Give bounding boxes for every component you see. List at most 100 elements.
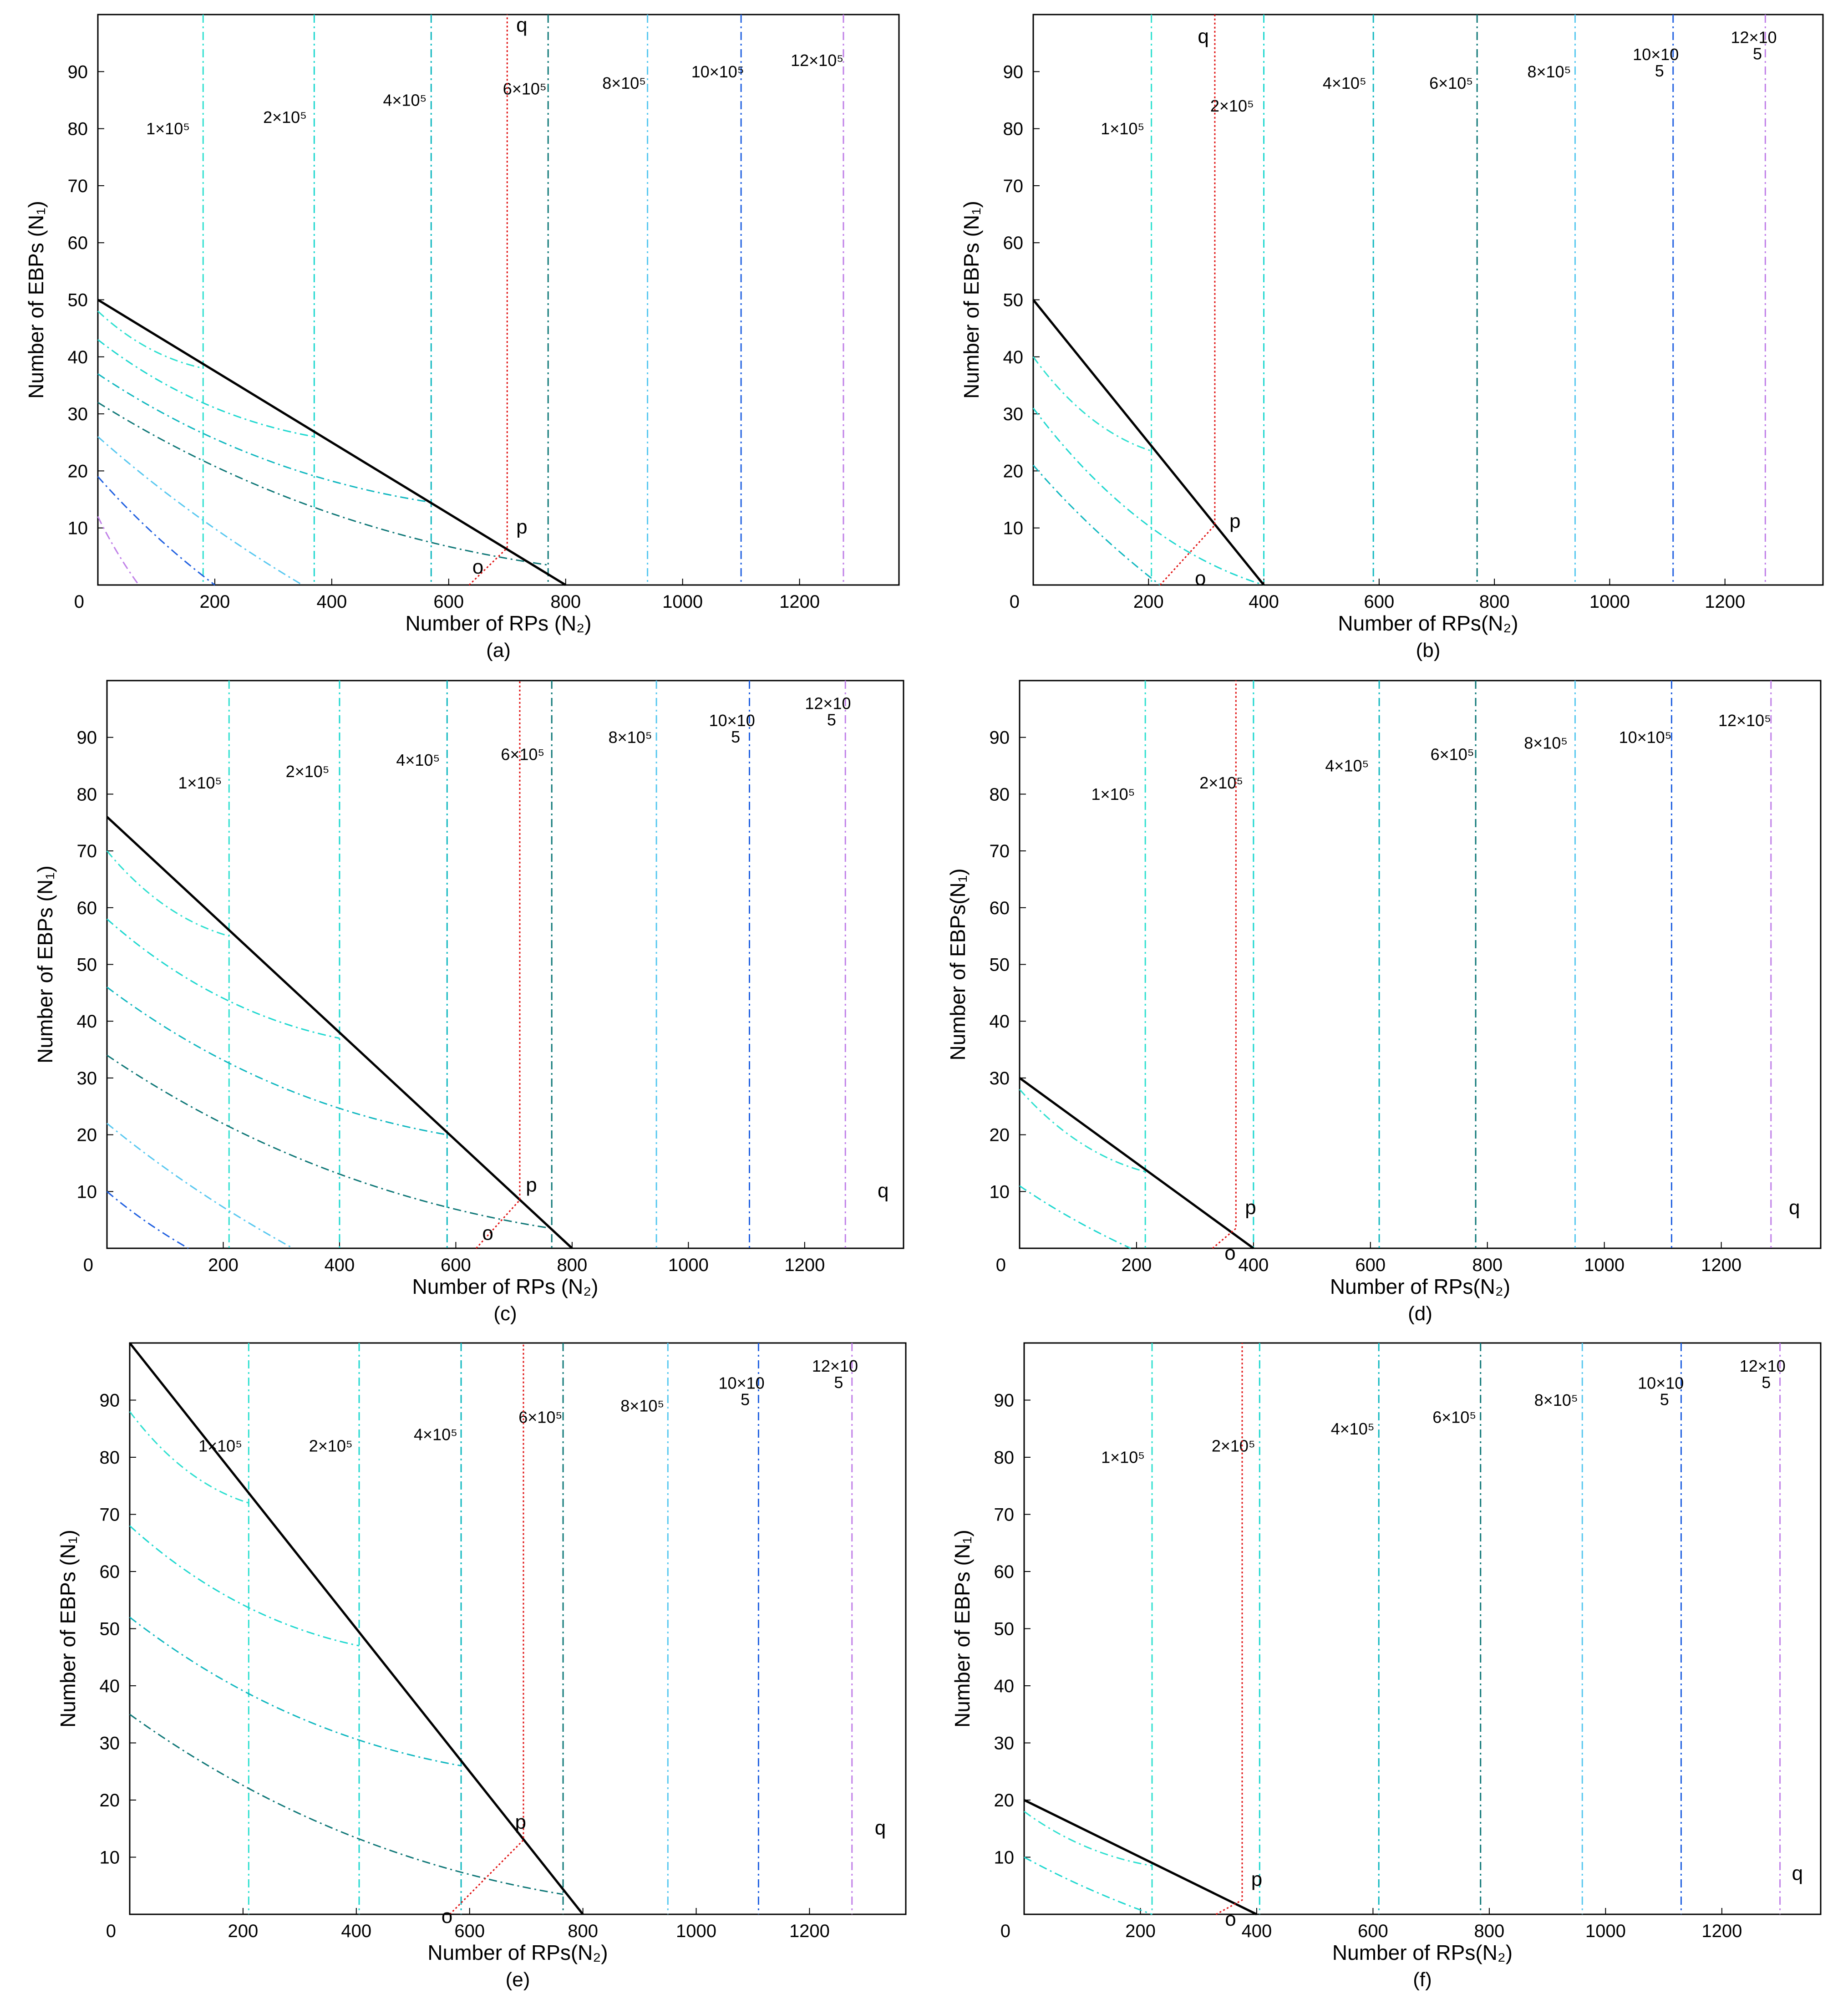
isoquant-curve xyxy=(129,1617,462,1767)
isoquant-curve xyxy=(129,1411,249,1504)
x-tick-label: 400 xyxy=(1238,1255,1269,1275)
isoquant-label: 10×10 xyxy=(1638,1373,1684,1392)
y-axis-title: Number of EBPs (N₁) xyxy=(33,865,57,1063)
x-tick-label: 1000 xyxy=(676,1921,716,1941)
isoquant-label: 4×10⁵ xyxy=(1331,1419,1375,1438)
y-tick-label: 10 xyxy=(1003,519,1024,539)
y-tick-label: 50 xyxy=(68,290,88,310)
isoquant-label: 10×10⁵ xyxy=(691,62,744,81)
x-tick-label: 800 xyxy=(568,1921,598,1941)
point-label-o: o xyxy=(1195,567,1206,590)
y-axis-title: Number of EBPs (N₁) xyxy=(24,201,48,399)
isoquant-label: 10×10 xyxy=(719,1373,765,1392)
point-label-p: p xyxy=(526,1174,537,1196)
optimal-path xyxy=(1159,15,1216,586)
x-axis-title: Number of RPs (N₂) xyxy=(412,1275,599,1298)
x-tick-label: 1000 xyxy=(1589,592,1630,612)
isoquant-curve xyxy=(1019,1088,1146,1173)
y-tick-label: 70 xyxy=(994,1505,1015,1525)
isoquant-label: 8×10⁵ xyxy=(602,74,646,92)
y-tick-label: 40 xyxy=(990,1012,1010,1032)
x-tick-label: 800 xyxy=(1472,1255,1503,1275)
point-label-o: o xyxy=(1224,1242,1235,1264)
panel-a: 200 400 600 800 1000 1200 10 20 30 40 50 60 70 80 90 0 N… xyxy=(24,14,900,661)
optimal-path xyxy=(476,681,521,1249)
isoquant-label: 10×10 xyxy=(709,711,755,730)
budget-line xyxy=(1023,1799,1258,1916)
isoquant-curve xyxy=(1019,1185,1131,1249)
y-axis-title: Number of EBPs (N₁) xyxy=(950,1530,974,1728)
isoquant-curve xyxy=(97,516,140,585)
isoquant-label: 12×10 xyxy=(812,1357,858,1375)
y-tick-label: 90 xyxy=(68,62,88,82)
y-tick-label: 30 xyxy=(77,1068,97,1088)
point-label-q: q xyxy=(875,1816,886,1839)
optimal-path xyxy=(449,1343,524,1915)
origin-label: 0 xyxy=(1010,592,1020,612)
isoquant-label-exponent: 5 xyxy=(1753,45,1762,63)
panel-caption: (f) xyxy=(1413,1968,1432,1991)
y-tick-label: 10 xyxy=(100,1848,120,1868)
isoquant-label: 6×10⁵ xyxy=(501,745,544,764)
panel-caption: (d) xyxy=(1408,1302,1432,1325)
y-tick-label: 70 xyxy=(990,841,1010,861)
x-tick-label: 200 xyxy=(200,592,230,612)
origin-label: 0 xyxy=(83,1255,93,1275)
point-label-o: o xyxy=(1225,1908,1236,1930)
x-tick-label: 200 xyxy=(228,1921,259,1941)
isoquant-curve xyxy=(107,1123,294,1249)
y-tick-label: 30 xyxy=(1003,404,1024,424)
y-tick-label: 40 xyxy=(994,1676,1015,1696)
y-tick-label: 60 xyxy=(1003,233,1024,253)
isoquant-curve xyxy=(97,310,203,369)
x-tick-label: 800 xyxy=(1479,592,1510,612)
y-tick-label: 80 xyxy=(100,1448,120,1468)
panel-caption: (b) xyxy=(1416,639,1441,661)
isoquant-label: 10×10⁵ xyxy=(1619,728,1672,747)
x-tick-label: 1000 xyxy=(1584,1255,1625,1275)
y-tick-label: 30 xyxy=(68,404,88,424)
y-tick-label: 50 xyxy=(994,1619,1015,1639)
isoquant-label-exponent: 5 xyxy=(1762,1373,1771,1392)
isoquant-curve xyxy=(107,987,447,1136)
y-tick-label: 40 xyxy=(68,347,88,367)
y-tick-label: 70 xyxy=(68,176,88,196)
point-label-p: p xyxy=(515,1811,526,1833)
isoquant-label: 1×10⁵ xyxy=(146,119,190,138)
y-tick-label: 30 xyxy=(100,1734,120,1754)
x-tick-label: 1000 xyxy=(662,592,703,612)
y-tick-label: 10 xyxy=(77,1182,97,1202)
x-tick-label: 200 xyxy=(1122,1255,1152,1275)
y-tick-label: 10 xyxy=(994,1848,1015,1868)
isoquant-curve xyxy=(1032,464,1161,586)
y-tick-label: 20 xyxy=(1003,461,1024,481)
isoquant-label: 2×10⁵ xyxy=(286,762,330,781)
panel-caption: (a) xyxy=(486,639,511,661)
isoquant-label: 8×10⁵ xyxy=(620,1397,664,1415)
y-tick-label: 60 xyxy=(990,898,1010,918)
y-tick-label: 70 xyxy=(1003,176,1024,196)
isoquant-label: 12×10 xyxy=(805,694,851,712)
panel-b: 200 400 600 800 1000 1200 10 20 30 40 50 60 70 80 90 0 N… xyxy=(960,14,1824,661)
isoquant-label: 4×10⁵ xyxy=(1325,757,1369,775)
isoquant-label: 1×10⁵ xyxy=(1101,119,1144,138)
y-axis-title: Number of EBPs(N₁) xyxy=(946,869,970,1061)
origin-label: 0 xyxy=(106,1921,116,1941)
isoquant-label: 6×10⁵ xyxy=(518,1408,562,1427)
x-tick-label: 200 xyxy=(1125,1921,1156,1941)
y-tick-label: 90 xyxy=(100,1391,120,1411)
isoquant-label: 8×10⁵ xyxy=(1534,1391,1578,1409)
x-tick-label: 400 xyxy=(1242,1921,1272,1941)
x-tick-label: 1200 xyxy=(784,1255,825,1275)
isoquant-curve xyxy=(107,918,340,1039)
x-tick-label: 800 xyxy=(1474,1921,1505,1941)
isoquant-label: 2×10⁵ xyxy=(263,108,307,127)
isoquant-label: 6×10⁵ xyxy=(503,79,547,98)
isoquant-curve xyxy=(107,1191,189,1249)
y-tick-label: 20 xyxy=(68,461,88,481)
y-tick-label: 20 xyxy=(990,1125,1010,1145)
y-tick-label: 20 xyxy=(77,1125,97,1145)
point-label-q: q xyxy=(1789,1196,1800,1219)
isoquant-label: 6×10⁵ xyxy=(1429,74,1473,92)
